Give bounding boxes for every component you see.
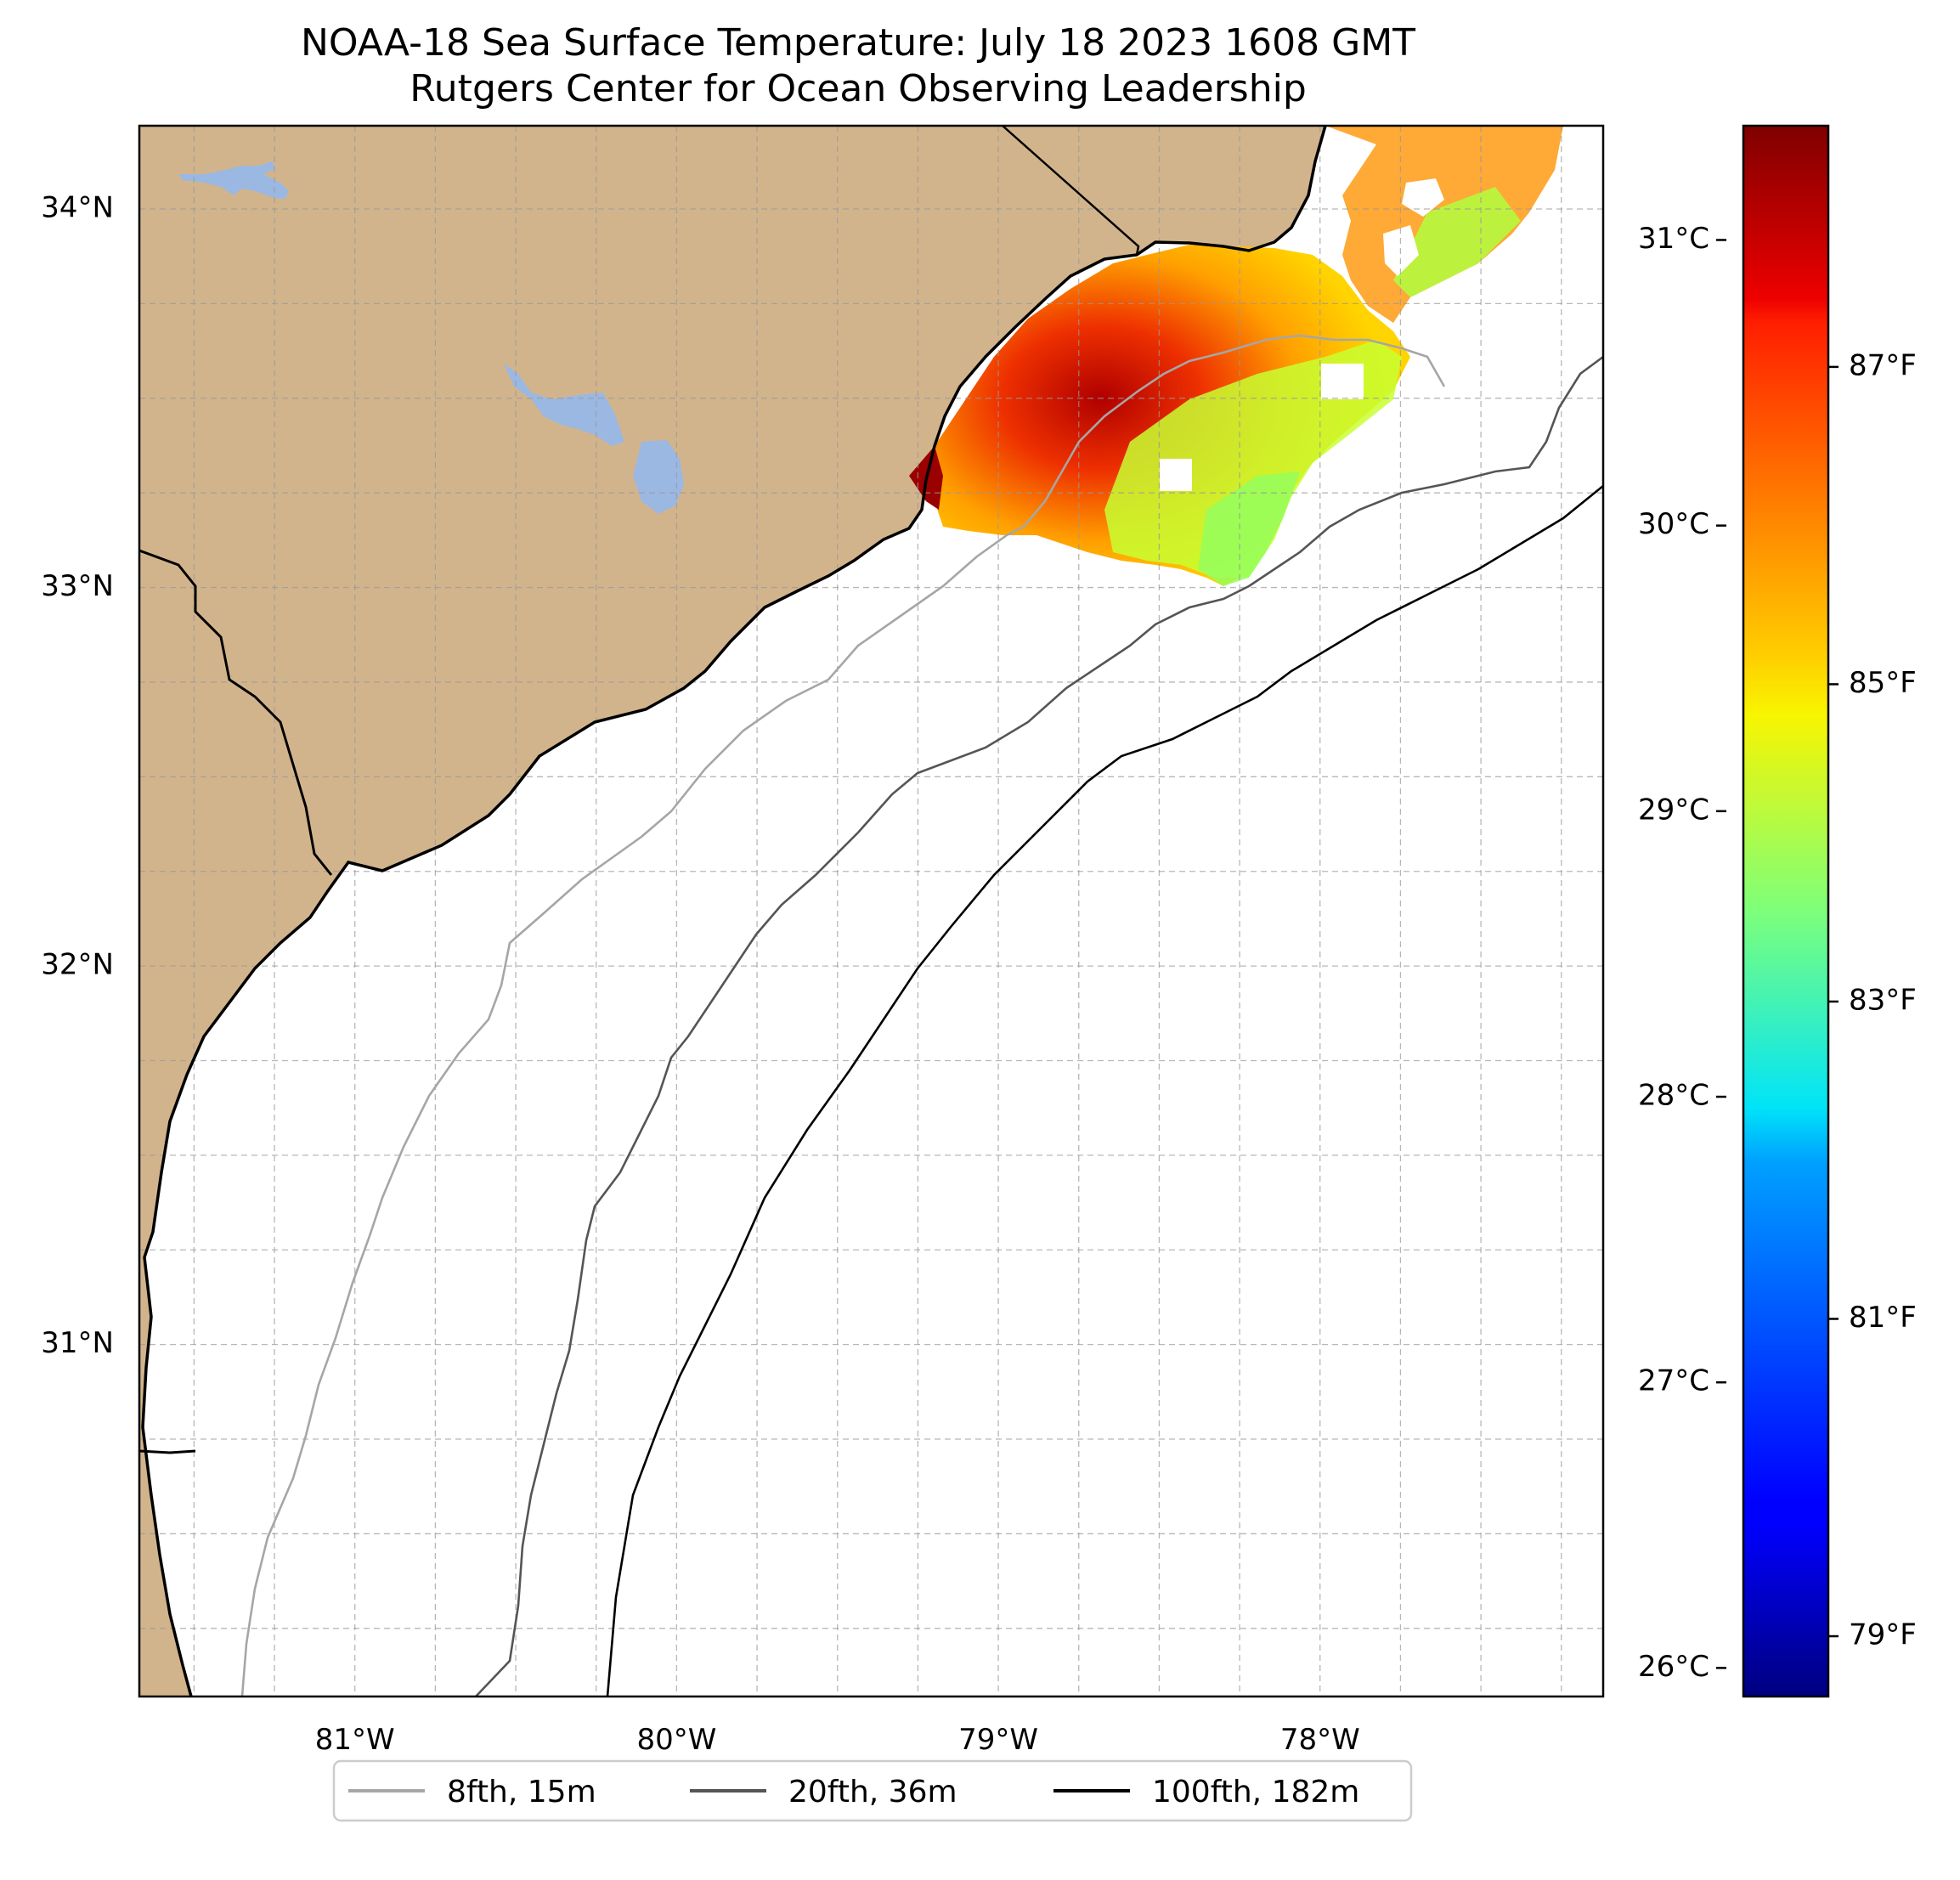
- sst-northeast-green: [1393, 187, 1521, 297]
- contour-8fth-15m: [240, 334, 1446, 1697]
- colorbar-celsius-axis: 31°C 30°C 29°C 28°C 27°C 26°C: [1638, 222, 1726, 1684]
- chart-title-line2: Rutgers Center for Ocean Observing Leade…: [410, 67, 1307, 110]
- lake-marion: [504, 364, 624, 446]
- lat-axis: 34°N 33°N 32°N 31°N: [41, 191, 114, 1361]
- fahrenheit-tick-label: 83°F: [1849, 983, 1917, 1017]
- celsius-tick-label: 26°C: [1638, 1650, 1709, 1684]
- legend-box: [332, 1759, 1413, 1822]
- contour-20fth-36m: [475, 355, 1603, 1697]
- lat-tick-label: 33°N: [41, 569, 114, 603]
- legend-label-20fth: 20fth, 36m: [788, 1775, 957, 1809]
- celsius-tick-label: 27°C: [1638, 1364, 1709, 1398]
- sst-gap-4: [1402, 178, 1444, 217]
- lon-tick-label: 81°W: [315, 1723, 395, 1757]
- celsius-tick-label: 29°C: [1638, 793, 1709, 827]
- legend-label-100fth: 100fth, 182m: [1152, 1775, 1359, 1809]
- lat-tick-label: 31°N: [41, 1326, 114, 1360]
- lat-tick-label: 34°N: [41, 191, 114, 225]
- coastline: [141, 126, 1327, 1697]
- contour-legend: 8fth, 15m 20fth, 36m 100fth, 182m: [332, 1759, 1413, 1822]
- fahrenheit-tick-label: 85°F: [1849, 666, 1917, 700]
- lake-north: [178, 161, 289, 200]
- sst-data-layer: [909, 126, 1563, 586]
- lon-tick-label: 78°W: [1280, 1723, 1360, 1757]
- lon-tick-label: 79°W: [958, 1723, 1038, 1757]
- fahrenheit-tick-label: 87°F: [1849, 348, 1917, 382]
- sst-gap-2: [1160, 459, 1192, 491]
- lake-moultrie: [633, 440, 684, 514]
- colorbar: 31°C 30°C 29°C 28°C 27°C 26°C 87°F 85°F …: [1638, 124, 1917, 1698]
- celsius-tick-label: 31°C: [1638, 222, 1709, 256]
- sst-green-edge: [1198, 471, 1300, 586]
- lon-tick-label: 80°W: [636, 1723, 716, 1757]
- celsius-tick-label: 30°C: [1638, 507, 1709, 541]
- map-frame: [138, 124, 1605, 1698]
- state-border-sc-ga: [139, 549, 333, 876]
- legend-label-8fth: 8fth, 15m: [447, 1775, 596, 1809]
- colorbar-gradient: [1742, 124, 1830, 1698]
- contour-100fth-182m: [606, 484, 1603, 1697]
- map-gridlines: [139, 126, 1603, 1697]
- celsius-tick-label: 28°C: [1638, 1079, 1709, 1113]
- lat-tick-label: 32°N: [41, 948, 114, 982]
- lon-axis: 81°W 80°W 79°W 78°W: [315, 1723, 1360, 1757]
- fahrenheit-tick-label: 81°F: [1849, 1301, 1917, 1335]
- state-border-north: [1002, 126, 1140, 256]
- colorbar-fahrenheit-axis: 87°F 85°F 83°F 81°F 79°F: [1828, 348, 1917, 1652]
- state-border-ga-fl: [139, 1449, 196, 1454]
- sst-gap-1: [1321, 364, 1364, 399]
- chart-title-line1: NOAA-18 Sea Surface Temperature: July 18…: [300, 21, 1416, 65]
- fahrenheit-tick-label: 79°F: [1849, 1618, 1917, 1652]
